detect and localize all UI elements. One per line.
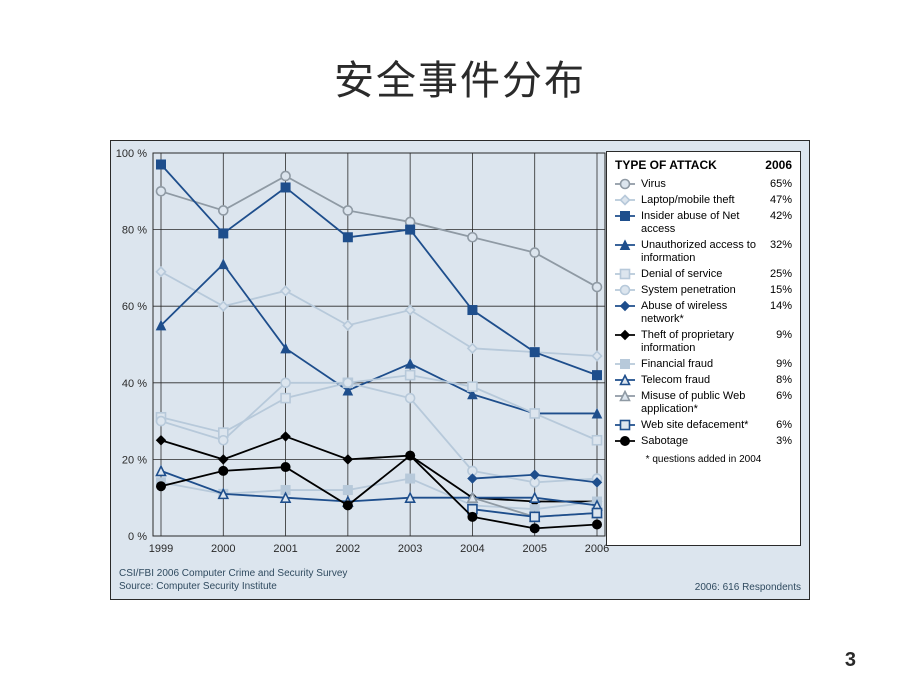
legend-label: Financial fraud	[641, 358, 762, 371]
legend-row: Financial fraud9%	[615, 358, 792, 371]
legend-row: Web site defacement*6%	[615, 419, 792, 432]
legend-marker	[615, 329, 635, 341]
legend-label: Insider abuse of Net access	[641, 210, 762, 236]
figure-respondents: 2006: 616 Respondents	[695, 582, 801, 593]
legend-header: TYPE OF ATTACK 2006	[615, 158, 792, 172]
legend-marker	[615, 300, 635, 312]
svg-text:20 %: 20 %	[122, 454, 147, 466]
legend-row: Virus65%	[615, 178, 792, 191]
legend-row: Abuse of wireless network*14%	[615, 300, 792, 326]
legend-label: Misuse of public Web application*	[641, 390, 762, 416]
legend-label: Sabotage	[641, 435, 762, 448]
legend-percent: 6%	[762, 419, 792, 432]
legend-marker	[615, 435, 635, 447]
legend-percent: 9%	[762, 329, 792, 342]
legend-marker	[615, 419, 635, 431]
svg-text:2000: 2000	[211, 543, 235, 555]
svg-text:80 %: 80 %	[122, 225, 147, 237]
svg-text:2004: 2004	[460, 543, 484, 555]
svg-text:1999: 1999	[149, 543, 173, 555]
svg-text:0 %: 0 %	[128, 531, 147, 543]
legend-title-left: TYPE OF ATTACK	[615, 158, 717, 172]
legend-label: Laptop/mobile theft	[641, 194, 762, 207]
legend-marker	[615, 210, 635, 222]
legend-percent: 42%	[762, 210, 792, 223]
legend-percent: 32%	[762, 239, 792, 252]
legend-marker	[615, 374, 635, 386]
legend-percent: 6%	[762, 390, 792, 403]
figure-source: CSI/FBI 2006 Computer Crime and Security…	[119, 567, 347, 593]
legend-row: Laptop/mobile theft47%	[615, 194, 792, 207]
legend-marker	[615, 268, 635, 280]
legend-marker	[615, 194, 635, 206]
legend-footnote: * questions added in 2004	[615, 454, 792, 465]
svg-text:2005: 2005	[522, 543, 546, 555]
source-line1: CSI/FBI 2006 Computer Crime and Security…	[119, 568, 347, 579]
legend-row: Denial of service25%	[615, 268, 792, 281]
legend-percent: 9%	[762, 358, 792, 371]
legend-marker	[615, 239, 635, 251]
legend-percent: 47%	[762, 194, 792, 207]
page-number: 3	[845, 649, 856, 672]
svg-text:2002: 2002	[336, 543, 360, 555]
legend-percent: 14%	[762, 300, 792, 313]
legend-row: Unauthorized access to information32%	[615, 239, 792, 265]
svg-text:2001: 2001	[273, 543, 297, 555]
legend-marker	[615, 178, 635, 190]
legend-marker	[615, 284, 635, 296]
legend-row: Theft of proprietary information9%	[615, 329, 792, 355]
legend-label: Unauthorized access to information	[641, 239, 762, 265]
chart-figure: 0 % 20 % 40 % 60 % 80 % 100 % 1999 2000 2001 2002…	[110, 140, 810, 600]
legend-percent: 15%	[762, 284, 792, 297]
legend-label: Virus	[641, 178, 762, 191]
legend-title-right: 2006	[765, 158, 792, 172]
svg-text:100 %: 100 %	[116, 148, 147, 160]
legend-percent: 8%	[762, 374, 792, 387]
source-line2: Source: Computer Security Institute	[119, 581, 277, 592]
legend-percent: 3%	[762, 435, 792, 448]
svg-text:40 %: 40 %	[122, 378, 147, 390]
legend-row: Sabotage3%	[615, 435, 792, 448]
legend-percent: 25%	[762, 268, 792, 281]
legend-marker	[615, 390, 635, 402]
page-title: 安全事件分布	[0, 48, 920, 106]
legend-label: Denial of service	[641, 268, 762, 281]
svg-text:2003: 2003	[398, 543, 422, 555]
legend-label: Telecom fraud	[641, 374, 762, 387]
legend-label: Abuse of wireless network*	[641, 300, 762, 326]
legend-marker	[615, 358, 635, 370]
legend-label: Theft of proprietary information	[641, 329, 762, 355]
legend-row: Telecom fraud8%	[615, 374, 792, 387]
legend-row: Insider abuse of Net access42%	[615, 210, 792, 236]
legend-label: Web site defacement*	[641, 419, 762, 432]
legend-percent: 65%	[762, 178, 792, 191]
slide: 安全事件分布 0 % 20 % 40 % 60 % 80 % 100 % 1999 2000 2…	[0, 0, 920, 690]
legend-rows: Virus65%Laptop/mobile theft47%Insider ab…	[615, 178, 792, 448]
legend-row: System penetration15%	[615, 284, 792, 297]
legend-label: System penetration	[641, 284, 762, 297]
legend-row: Misuse of public Web application*6%	[615, 390, 792, 416]
legend-box: TYPE OF ATTACK 2006 Virus65%Laptop/mobil…	[606, 151, 801, 546]
svg-text:60 %: 60 %	[122, 301, 147, 313]
